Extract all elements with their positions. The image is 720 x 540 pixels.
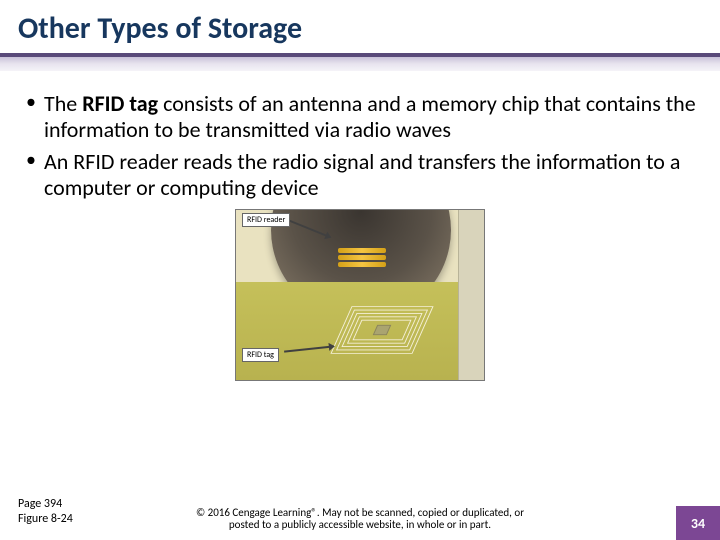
bullet-item: The RFID tag consists of an antenna and … [22,91,698,143]
page-title: Other Types of Storage [18,10,702,47]
bullet-text-post: An RFID reader reads the radio signal an… [44,148,680,201]
rfid-figure: RFID reader RFID tag [235,209,485,381]
title-divider [0,53,720,71]
bullet-list: The RFID tag consists of an antenna and … [22,91,698,201]
page-number: 34 [691,515,705,532]
copyright-text: © 2016 Cengage Learning®. May not be sca… [190,507,530,532]
figure-ref: Figure 8-24 [18,512,73,526]
footer-left: Page 394 Figure 8-24 [18,497,73,526]
page-ref: Page 394 [18,497,73,511]
figure-wall [458,210,484,380]
bullet-text-bold: RFID tag [82,90,158,117]
tag-label: RFID tag [242,348,279,362]
title-area: Other Types of Storage [0,0,720,53]
rfid-reader-bars [338,248,386,269]
figure-area: RFID reader RFID tag [22,209,698,386]
content-area: The RFID tag consists of an antenna and … [0,91,720,386]
bullet-text-pre: The [44,90,82,117]
page-number-badge: 34 [676,506,720,540]
bullet-item: An RFID reader reads the radio signal an… [22,149,698,201]
reader-label: RFID reader [242,213,290,227]
